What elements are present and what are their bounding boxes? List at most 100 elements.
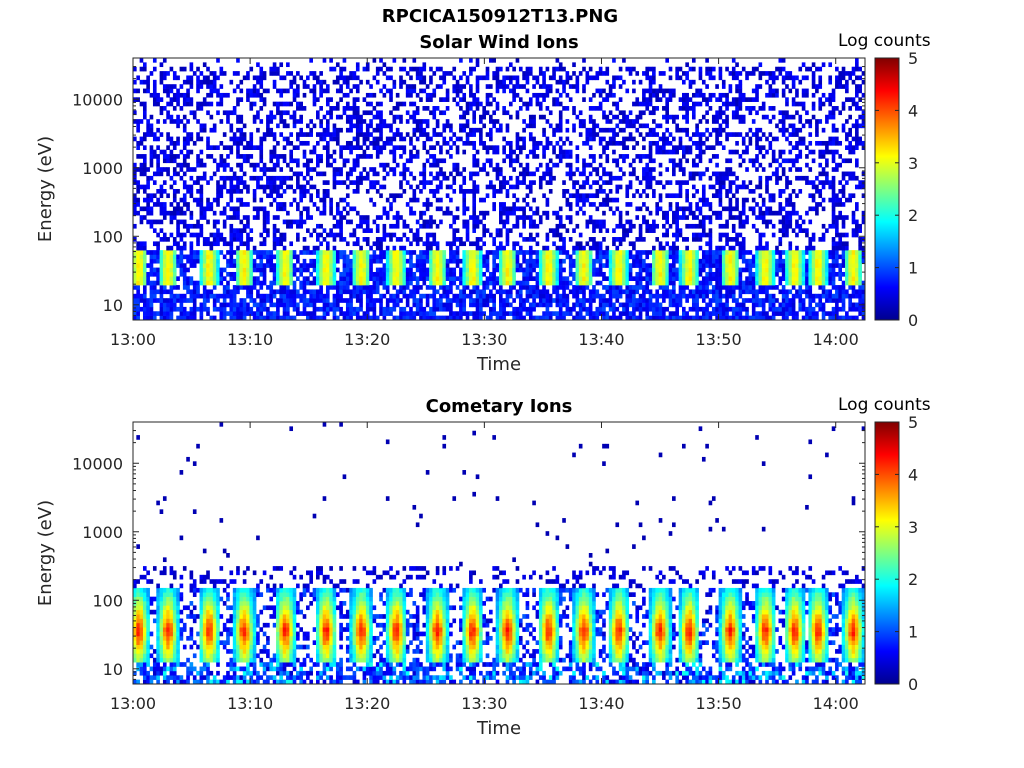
heatmap-cell <box>655 280 660 286</box>
heatmap-cell <box>182 171 187 177</box>
heatmap-cell <box>628 162 633 168</box>
heatmap-cell <box>518 289 523 295</box>
heatmap-cell <box>482 298 486 303</box>
heatmap-cell <box>608 88 613 94</box>
heatmap-cell <box>189 289 194 295</box>
heatmap-cell <box>472 302 477 308</box>
heatmap-cell <box>133 306 137 312</box>
heatmap-cell <box>286 210 290 216</box>
heatmap-cell <box>545 298 550 303</box>
heatmap-cell <box>149 175 154 181</box>
heatmap-cell <box>512 263 516 268</box>
heatmap-cell <box>172 154 177 159</box>
heatmap-cell <box>592 132 596 137</box>
heatmap-cell <box>525 237 530 242</box>
heatmap-cell <box>499 302 503 308</box>
heatmap-cell <box>312 101 317 107</box>
heatmap-cell <box>269 127 274 133</box>
heatmap-cell <box>296 136 300 142</box>
heatmap-cell <box>665 280 669 286</box>
heatmap-cell <box>189 193 194 199</box>
heatmap-cell <box>638 154 643 159</box>
heatmap-cell <box>485 149 490 155</box>
heatmap-cell <box>632 298 636 303</box>
heatmap-cell <box>206 101 210 107</box>
heatmap-cell <box>415 106 420 111</box>
heatmap-cell <box>355 298 360 303</box>
heatmap-cell <box>645 289 650 295</box>
heatmap-cell <box>402 289 407 295</box>
heatmap-cell <box>565 79 570 85</box>
heatmap-cell <box>602 189 606 194</box>
heatmap-cell <box>415 136 420 142</box>
heatmap-cell <box>199 101 204 107</box>
heatmap-cell <box>329 162 333 168</box>
heatmap-cell <box>222 241 227 247</box>
heatmap-cell <box>455 228 460 233</box>
heatmap-cell <box>432 315 437 321</box>
heatmap-cell <box>665 276 669 281</box>
heatmap-cell <box>459 136 463 142</box>
heatmap-cell <box>652 193 656 199</box>
heatmap-cell <box>568 171 573 177</box>
heatmap-cell <box>568 175 573 181</box>
heatmap-cell <box>385 245 390 251</box>
heatmap-cell <box>202 215 207 220</box>
heatmap-cell <box>372 58 377 63</box>
heatmap-cell <box>652 140 656 146</box>
heatmap-cell <box>638 315 643 321</box>
heatmap-cell <box>565 71 570 76</box>
heatmap-cell <box>652 245 656 251</box>
heatmap-cell <box>552 71 556 76</box>
heatmap-cell <box>582 180 586 185</box>
heatmap-cell <box>575 250 580 255</box>
heatmap-cell <box>522 167 526 172</box>
heatmap-cell <box>585 250 590 255</box>
heatmap-cell <box>186 88 190 94</box>
heatmap-cell <box>532 145 536 150</box>
heatmap-cell <box>162 106 167 111</box>
heatmap-cell <box>133 267 137 273</box>
heatmap-cell <box>492 298 496 303</box>
heatmap-cell <box>345 263 350 268</box>
heatmap-cell <box>565 215 570 220</box>
heatmap-cell <box>332 271 337 277</box>
heatmap-cell <box>316 110 320 116</box>
heatmap-cell <box>242 202 247 207</box>
heatmap-cell <box>276 276 280 281</box>
heatmap-cell <box>206 241 210 247</box>
heatmap-cell <box>622 158 626 164</box>
heatmap-cell <box>615 280 620 286</box>
heatmap-cell <box>365 285 370 290</box>
heatmap-cell <box>632 88 636 94</box>
heatmap-cell <box>602 97 606 102</box>
heatmap-cell <box>578 250 583 255</box>
heatmap-cell <box>332 285 337 290</box>
heatmap-cell <box>402 149 407 155</box>
heatmap-cell <box>632 258 636 264</box>
heatmap-cell <box>462 149 467 155</box>
heatmap-cell <box>578 289 583 295</box>
heatmap-cell <box>469 101 473 107</box>
heatmap-cell <box>442 250 447 255</box>
heatmap-cell <box>522 215 526 220</box>
heatmap-cell <box>518 298 523 303</box>
heatmap-cell <box>455 84 460 89</box>
heatmap-cell <box>462 210 467 216</box>
heatmap-cell <box>489 136 493 142</box>
heatmap-cell <box>242 271 247 277</box>
heatmap-cell <box>612 101 616 107</box>
heatmap-cell <box>588 215 593 220</box>
heatmap-cell <box>229 145 234 150</box>
heatmap-cell <box>492 184 496 190</box>
heatmap-cell <box>665 140 669 146</box>
heatmap-cell <box>212 267 217 273</box>
heatmap-cell <box>532 92 536 98</box>
heatmap-cell <box>592 136 596 142</box>
heatmap-cell <box>322 250 327 255</box>
heatmap-cell <box>525 276 530 281</box>
heatmap-cell <box>362 154 367 159</box>
heatmap-cell <box>176 171 180 177</box>
heatmap-cell <box>528 250 533 255</box>
heatmap-cell <box>372 254 377 260</box>
